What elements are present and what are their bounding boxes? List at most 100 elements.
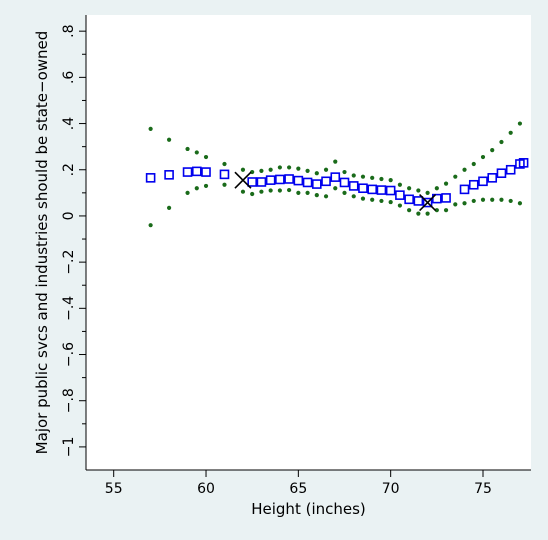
bound-point: [351, 173, 356, 178]
bound-point: [499, 197, 504, 202]
x-tick-label: 55: [105, 481, 123, 497]
bound-point: [314, 171, 319, 176]
estimate-point: [247, 177, 257, 187]
estimate-point: [505, 164, 516, 175]
bound-point: [250, 191, 255, 197]
bound-point: [508, 130, 513, 135]
bound-point: [379, 198, 384, 204]
bound-point: [434, 208, 439, 213]
estimate-point: [478, 176, 488, 187]
x-axis-label: Height (inches): [251, 500, 366, 518]
bound-point: [203, 183, 209, 189]
bound-point: [388, 199, 393, 205]
bound-point: [333, 159, 338, 164]
x-axis-ticks: 55 60 65 70 75: [105, 470, 492, 497]
estimate-point: [441, 193, 451, 203]
bound-point: [416, 188, 421, 193]
estimate-point: [422, 197, 433, 208]
bound-point: [388, 178, 393, 183]
bound-point: [351, 194, 356, 199]
y-tick-label: −.6: [61, 342, 77, 367]
bound-point: [305, 190, 310, 195]
plot-area: [86, 15, 531, 470]
bound-point: [425, 190, 430, 195]
bound-point: [277, 165, 282, 170]
bound-point: [425, 211, 430, 216]
bound-point: [287, 187, 292, 193]
bound-point: [250, 169, 255, 175]
y-tick-label: .8: [61, 24, 77, 37]
estimate-point: [191, 166, 202, 177]
bound-point: [259, 168, 264, 174]
bound-point: [397, 182, 403, 187]
bound-point: [203, 154, 209, 160]
estimate-point: [312, 179, 322, 189]
y-axis-label: Major public svcs and industries should …: [33, 31, 51, 455]
bound-point: [222, 182, 227, 187]
y-tick-label: 0: [61, 211, 77, 220]
bound-point: [462, 167, 467, 172]
estimate-point: [518, 158, 529, 168]
bound-point: [370, 175, 375, 180]
bound-point: [379, 176, 384, 182]
bound-point: [453, 174, 458, 179]
estimate-point: [367, 184, 378, 195]
bound-point: [323, 194, 329, 199]
estimate-point: [358, 183, 368, 194]
bound-point: [240, 189, 246, 194]
x-marker-point: [419, 193, 437, 212]
bound-point: [342, 190, 347, 195]
bound-point: [397, 203, 403, 208]
estimate-point: [459, 184, 470, 195]
estimate-point: [182, 167, 193, 177]
bound-point: [194, 186, 199, 191]
bound-point: [471, 161, 476, 167]
estimate-point: [275, 174, 285, 185]
bound-point: [370, 197, 375, 202]
bound-point: [360, 174, 366, 179]
bound-point: [471, 198, 476, 204]
bound-point: [443, 208, 449, 213]
estimate-point: [201, 167, 211, 177]
estimate-point: [302, 177, 313, 188]
bound-point: [342, 169, 347, 175]
y-tick-label: .4: [61, 117, 77, 130]
bound-point: [148, 223, 153, 228]
bound-point: [407, 208, 412, 213]
bound-point: [166, 137, 172, 142]
bound-point: [268, 188, 273, 193]
bound-point: [407, 186, 412, 191]
estimate-point: [376, 185, 387, 195]
bound-point: [360, 196, 366, 201]
bound-point: [240, 167, 246, 172]
bound-point: [222, 161, 227, 167]
bound-point: [268, 167, 273, 172]
estimate-point: [348, 181, 359, 191]
y-tick-label: .6: [61, 71, 77, 84]
bound-point: [296, 166, 301, 171]
bound-point: [185, 146, 190, 152]
bound-point: [434, 186, 439, 191]
x-marker-stroke: [234, 171, 252, 189]
bound-point: [194, 150, 199, 155]
bound-point: [490, 148, 495, 153]
x-tick-label: 60: [197, 481, 215, 497]
bound-point: [185, 190, 190, 195]
bound-point: [508, 198, 513, 204]
estimate-point: [496, 168, 507, 179]
bound-point: [277, 188, 282, 193]
estimate-point: [164, 170, 174, 180]
x-tick-label: 75: [474, 481, 492, 497]
estimate-point: [330, 172, 341, 182]
bound-point: [287, 165, 292, 170]
bound-point: [499, 139, 504, 145]
bound-point: [462, 201, 467, 206]
estimate-point: [487, 173, 498, 183]
estimate-point: [265, 175, 276, 185]
estimate-point: [145, 173, 156, 183]
bound-point: [443, 181, 449, 186]
estimate-point: [284, 174, 294, 184]
y-tick-label: −1: [61, 437, 77, 458]
bound-point: [259, 189, 264, 194]
